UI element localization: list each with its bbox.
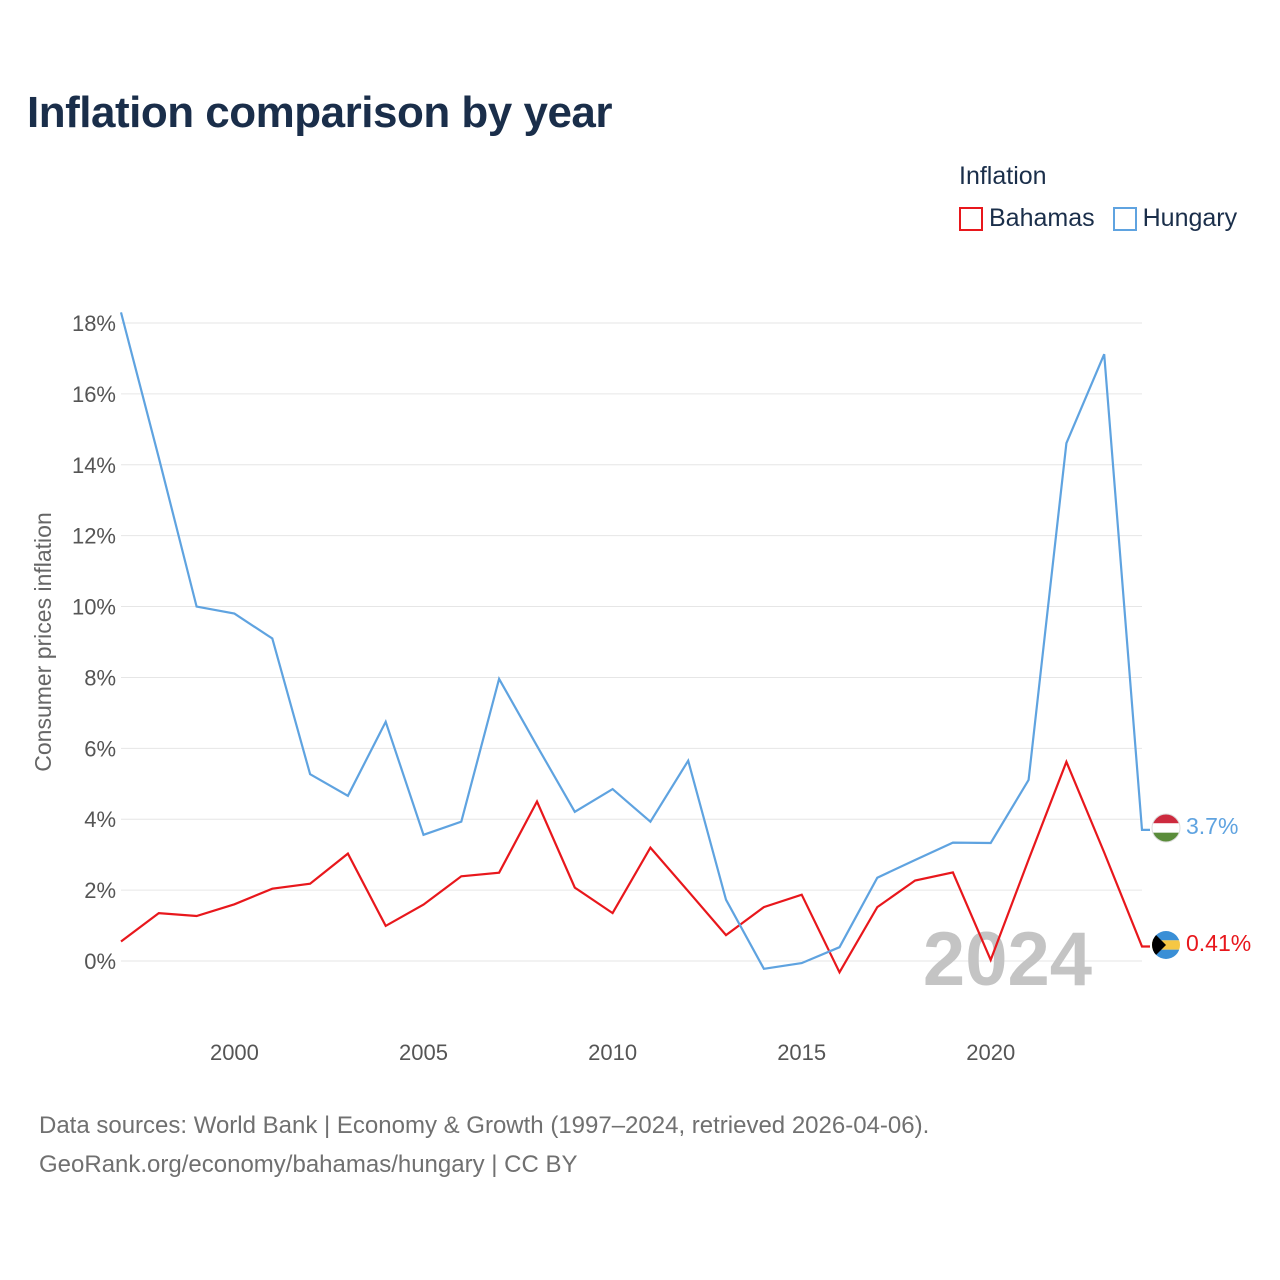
data-point-bahamas[interactable] <box>458 873 464 879</box>
y-tick-label: 0% <box>84 949 116 974</box>
data-point-bahamas[interactable] <box>836 969 842 975</box>
data-point-hungary[interactable] <box>912 857 918 863</box>
data-point-bahamas[interactable] <box>534 799 540 805</box>
y-tick-label: 18% <box>72 311 116 336</box>
source-note: Data sources: World Bank | Economy & Gro… <box>39 1106 929 1184</box>
data-point-bahamas[interactable] <box>1063 759 1069 765</box>
chart-title: Inflation comparison by year <box>27 88 613 137</box>
data-point-bahamas[interactable] <box>345 851 351 857</box>
data-point-bahamas[interactable] <box>912 878 918 884</box>
x-tick-label: 2005 <box>399 1040 448 1065</box>
source-line-2: GeoRank.org/economy/bahamas/hungary | CC… <box>39 1151 578 1178</box>
data-point-bahamas[interactable] <box>1139 943 1145 949</box>
data-point-bahamas[interactable] <box>647 845 653 851</box>
x-axis-ticks: 2000 2005 2010 2015 2020 <box>210 1040 1015 1065</box>
data-point-hungary[interactable] <box>269 635 275 641</box>
bahamas-flag-icon <box>1152 931 1180 959</box>
year-watermark: 2024 <box>923 917 1092 1002</box>
y-tick-label: 12% <box>72 524 116 549</box>
data-point-hungary[interactable] <box>836 944 842 950</box>
data-point-bahamas[interactable] <box>307 881 313 887</box>
x-tick-label: 2020 <box>966 1040 1015 1065</box>
y-tick-label: 14% <box>72 453 116 478</box>
data-point-hungary[interactable] <box>534 743 540 749</box>
data-point-hungary[interactable] <box>1139 827 1145 833</box>
data-point-hungary[interactable] <box>118 309 124 315</box>
data-point-bahamas[interactable] <box>421 902 427 908</box>
data-point-hungary[interactable] <box>572 809 578 815</box>
series-lines <box>118 309 1150 975</box>
hungary-flag-icon <box>1151 813 1181 843</box>
data-point-hungary[interactable] <box>421 832 427 838</box>
data-point-hungary[interactable] <box>647 819 653 825</box>
data-point-bahamas[interactable] <box>572 885 578 891</box>
y-tick-label: 2% <box>84 878 116 903</box>
data-point-hungary[interactable] <box>1063 440 1069 446</box>
data-point-hungary[interactable] <box>458 819 464 825</box>
data-point-hungary[interactable] <box>345 793 351 799</box>
data-point-hungary[interactable] <box>383 719 389 725</box>
legend: Bahamas Hungary <box>959 204 1237 233</box>
data-point-bahamas[interactable] <box>383 923 389 929</box>
data-point-bahamas[interactable] <box>988 957 994 963</box>
data-point-bahamas[interactable] <box>156 910 162 916</box>
legend-title: Inflation <box>959 162 1047 190</box>
data-point-hungary[interactable] <box>1101 351 1107 357</box>
end-label-bahamas: 0.41% <box>1186 930 1251 956</box>
data-point-bahamas[interactable] <box>194 913 200 919</box>
data-point-hungary[interactable] <box>610 786 616 792</box>
y-tick-label: 10% <box>72 595 116 620</box>
data-point-bahamas[interactable] <box>950 869 956 875</box>
y-axis-label: Consumer prices inflation <box>30 512 56 772</box>
data-point-hungary[interactable] <box>799 960 805 966</box>
legend-label-hungary: Hungary <box>1142 204 1238 232</box>
data-point-bahamas[interactable] <box>761 904 767 910</box>
y-tick-label: 8% <box>84 665 116 690</box>
data-point-bahamas[interactable] <box>610 910 616 916</box>
data-point-bahamas[interactable] <box>269 886 275 892</box>
data-point-hungary[interactable] <box>723 897 729 903</box>
data-point-bahamas[interactable] <box>496 870 502 876</box>
y-tick-label: 6% <box>84 736 116 761</box>
x-tick-label: 2010 <box>588 1040 637 1065</box>
data-point-hungary[interactable] <box>496 676 502 682</box>
data-point-hungary[interactable] <box>307 771 313 777</box>
y-tick-label: 16% <box>72 382 116 407</box>
legend-item-hungary[interactable]: Hungary <box>1112 204 1238 233</box>
data-point-hungary[interactable] <box>685 758 691 764</box>
series-line-bahamas[interactable] <box>120 758 1150 975</box>
data-point-bahamas[interactable] <box>1026 857 1032 863</box>
data-point-bahamas[interactable] <box>685 888 691 894</box>
series-line-hungary[interactable] <box>119 312 1150 971</box>
data-point-bahamas[interactable] <box>231 901 237 907</box>
data-point-hungary[interactable] <box>231 611 237 617</box>
data-point-bahamas[interactable] <box>874 904 880 910</box>
y-tick-label: 4% <box>84 807 116 832</box>
x-tick-label: 2015 <box>777 1040 826 1065</box>
source-line-1: Data sources: World Bank | Economy & Gro… <box>39 1112 930 1139</box>
legend-label-bahamas: Bahamas <box>989 204 1095 232</box>
data-point-bahamas[interactable] <box>723 932 729 938</box>
x-tick-label: 2000 <box>210 1040 259 1065</box>
data-point-hungary[interactable] <box>156 455 162 461</box>
data-point-bahamas[interactable] <box>118 939 124 945</box>
legend-swatch-hungary <box>1112 206 1137 231</box>
gridlines <box>121 322 1142 962</box>
data-point-hungary[interactable] <box>874 875 880 881</box>
data-point-hungary[interactable] <box>950 840 956 846</box>
data-point-hungary[interactable] <box>761 966 767 972</box>
data-point-bahamas[interactable] <box>1101 850 1107 856</box>
legend-swatch-bahamas <box>959 206 983 231</box>
data-point-hungary[interactable] <box>194 604 200 610</box>
y-axis-ticks: 0% 2% 4% 6% 8% 10% 12% 14% 16% 18% <box>72 311 116 974</box>
data-point-hungary[interactable] <box>1026 777 1032 783</box>
data-point-bahamas[interactable] <box>799 892 805 898</box>
data-point-hungary[interactable] <box>988 840 994 846</box>
legend-item-bahamas[interactable]: Bahamas <box>959 204 1095 233</box>
end-label-hungary: 3.7% <box>1186 813 1238 839</box>
